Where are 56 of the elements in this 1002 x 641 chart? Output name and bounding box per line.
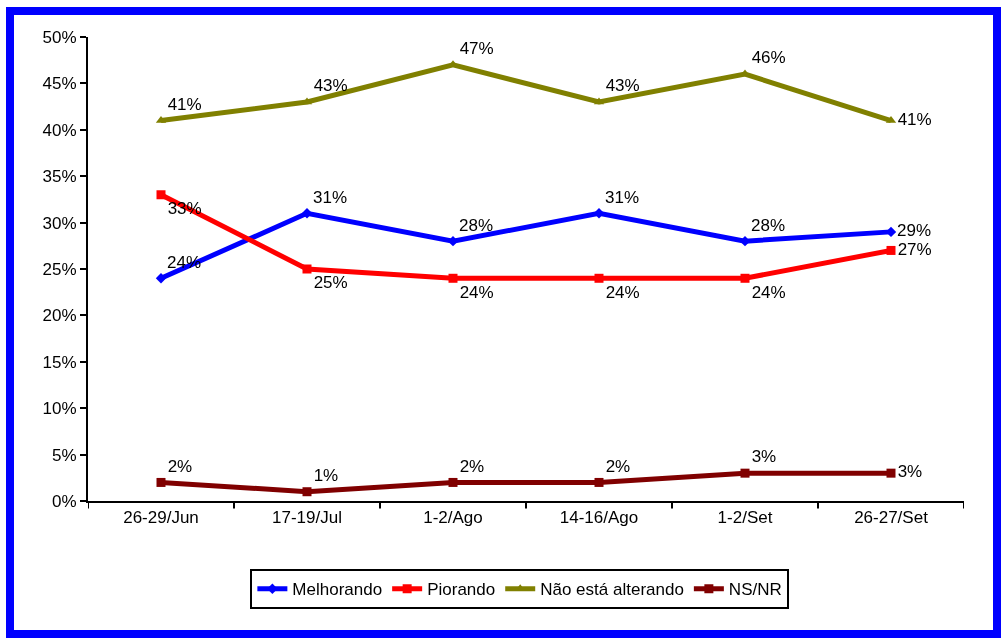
data-label: 2% (167, 456, 193, 476)
data-label: 2% (459, 456, 485, 476)
legend-label: Melhorando (292, 580, 383, 600)
point (155, 273, 167, 284)
point (594, 273, 604, 283)
data-label: 41% (167, 94, 202, 114)
point (886, 245, 896, 255)
data-label: 1% (313, 465, 339, 485)
data-label: 43% (313, 76, 348, 96)
point (886, 468, 896, 478)
data-label: 3% (897, 462, 923, 482)
x-tick-label: 14-16/Ago (559, 508, 639, 528)
point (448, 273, 458, 283)
point (740, 468, 750, 478)
y-tick-label: 15% (42, 352, 77, 372)
x-tick-label: 26-27/Set (854, 508, 929, 528)
data-label: 24% (459, 282, 494, 302)
point (594, 477, 604, 487)
y-tick-label: 20% (42, 306, 77, 326)
data-label: 41% (897, 109, 932, 129)
y-tick-label: 45% (42, 74, 77, 94)
data-label: 47% (459, 38, 494, 58)
point (302, 487, 312, 497)
point (156, 477, 166, 487)
data-label: 3% (751, 447, 777, 467)
data-label: 2% (605, 456, 631, 476)
x-tick-label: 1-2/Ago (423, 508, 483, 528)
data-label: 25% (313, 273, 348, 293)
point (448, 477, 458, 487)
data-label: 43% (605, 76, 640, 96)
data-label: 24% (605, 282, 640, 302)
x-tick-label: 1-2/Set (717, 508, 773, 528)
data-label: 46% (751, 48, 786, 68)
y-tick-label: 10% (42, 399, 77, 419)
x-tick-label: 26-29/Jun (123, 508, 199, 528)
data-label: 24% (751, 282, 786, 302)
data-label: 29% (897, 221, 932, 241)
data-label: 28% (751, 215, 786, 235)
point (156, 190, 166, 200)
legend-label: Piorando (427, 580, 496, 600)
legend-label: Não está alterando (540, 580, 684, 600)
legend-label: NS/NR (728, 580, 782, 600)
y-tick-label: 30% (42, 213, 77, 233)
y-tick-label: 50% (42, 27, 77, 47)
y-tick-label: 5% (52, 445, 77, 465)
point (740, 273, 750, 283)
data-label: 31% (313, 188, 348, 208)
x-tick-label: 17-19/Jul (272, 508, 342, 528)
y-tick-label: 35% (42, 167, 77, 187)
data-label: 28% (459, 215, 494, 235)
y-tick-label: 40% (42, 120, 77, 140)
y-tick-label: 0% (52, 491, 77, 511)
y-tick-label: 25% (42, 259, 77, 279)
data-label: 27% (897, 239, 932, 259)
data-label: 31% (605, 188, 640, 208)
point (302, 264, 312, 274)
